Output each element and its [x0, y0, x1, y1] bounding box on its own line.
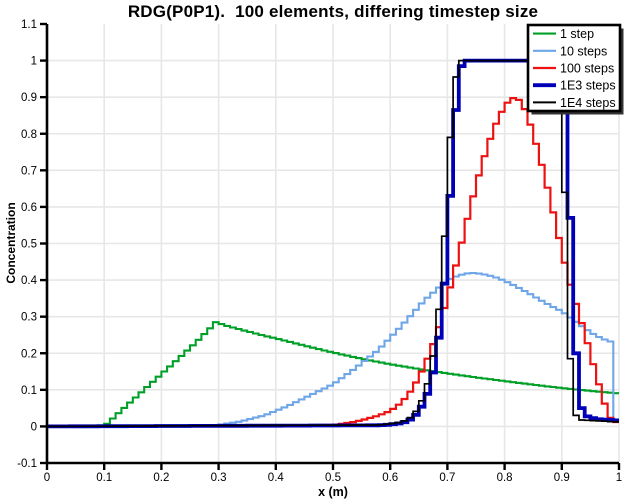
y-tick-label: 0.6 [21, 202, 37, 214]
y-tick-label: 0.3 [21, 312, 37, 324]
y-tick-label: 0.8 [21, 129, 37, 141]
chart-title: RDG(P0P1). 100 elements, differing times… [127, 2, 539, 21]
legend-label-4: 1E3 steps [560, 79, 616, 93]
x-tick-label: 0.9 [554, 472, 570, 484]
y-tick-label: 1 [31, 56, 37, 68]
y-tick-label: 0.4 [21, 275, 38, 287]
y-tick-label: 0.5 [21, 239, 37, 251]
legend-label-2: 10 steps [560, 44, 607, 58]
series-line-1-step [47, 321, 619, 428]
x-tick-label: 0.5 [325, 472, 341, 484]
x-tick-label: 0.3 [211, 472, 227, 484]
legend-label-5: 1E4 steps [560, 96, 616, 110]
x-tick-label: 0.1 [96, 472, 112, 484]
y-tick-label: 0.2 [21, 348, 37, 360]
y-tick-label: 0 [31, 421, 37, 433]
y-tick-label: 1.1 [21, 19, 37, 31]
x-tick-label: 0.6 [382, 472, 398, 484]
x-tick-label: 0 [44, 472, 50, 484]
legend-label-1: 1 step [560, 27, 594, 41]
x-tick-label: 0.2 [153, 472, 169, 484]
x-tick-label: 0.8 [497, 472, 513, 484]
y-tick-label: 0.7 [21, 165, 37, 177]
y-tick-label: -0.1 [17, 458, 37, 470]
x-tick-label: 0.7 [439, 472, 455, 484]
y-tick-label: 0.9 [21, 92, 37, 104]
y-tick-label: 0.1 [21, 385, 37, 397]
x-axis-label: x (m) [318, 485, 348, 499]
x-tick-label: 1 [616, 472, 622, 484]
legend-label-3: 100 steps [560, 62, 614, 76]
x-tick-label: 0.4 [268, 472, 285, 484]
